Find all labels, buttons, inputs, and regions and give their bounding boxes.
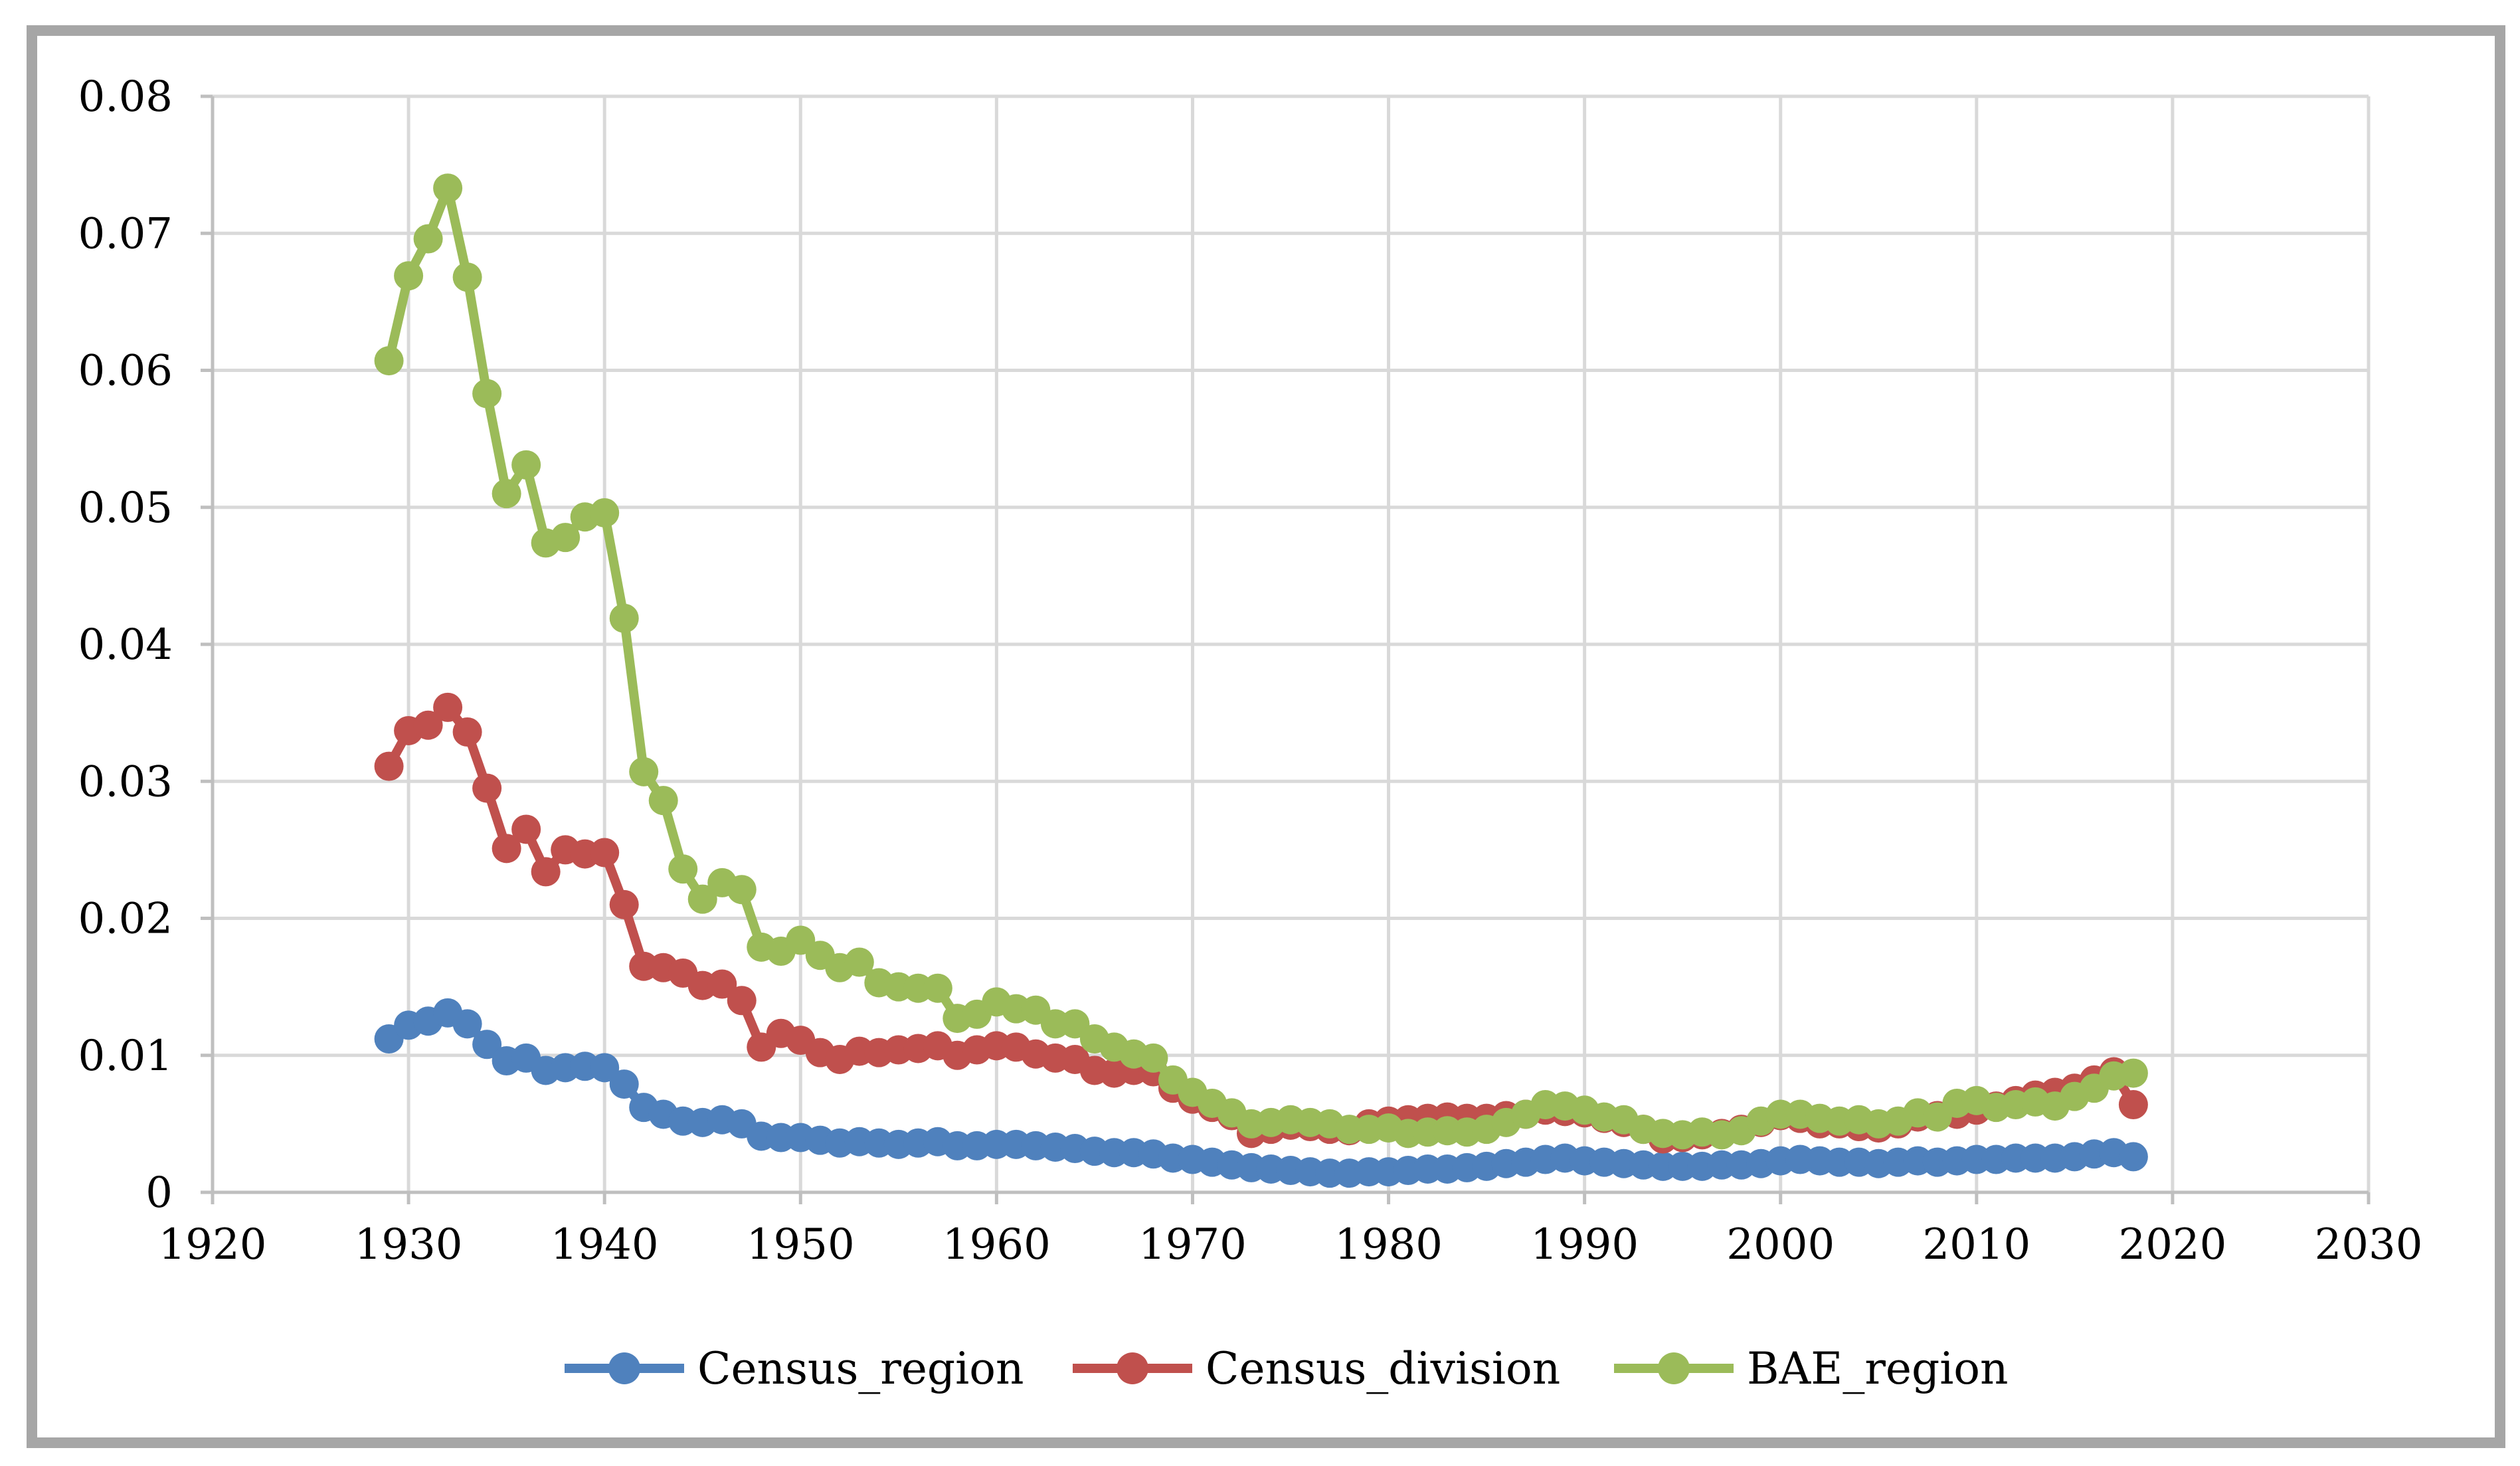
data-point [727,875,757,905]
y-tick-label: 0.02 [78,895,173,944]
legend: Census_region Census_division BAE_region [565,1343,2009,1394]
y-tick-label: 0 [145,1168,173,1218]
x-tick-label: 2010 [1922,1220,2030,1269]
data-point [492,479,521,509]
legend-swatch-marker [608,1352,640,1384]
data-point [413,710,443,740]
data-point [727,986,757,1016]
data-point [472,1030,502,1059]
data-point [433,173,463,203]
legend-label: Census_division [1206,1343,1560,1394]
legend-label: BAE_region [1747,1343,2009,1394]
data-point [374,346,404,376]
data-point [687,884,717,914]
x-tick-label: 2000 [1726,1220,1835,1269]
legend-entry: BAE_region [1614,1343,2009,1394]
y-tick-label: 0.04 [78,620,173,670]
x-tick-label: 1970 [1138,1220,1247,1269]
chart-frame [27,25,2505,1448]
x-tick-label: 1940 [551,1220,659,1269]
legend-entry: Census_division [1073,1343,1560,1394]
data-point [511,450,541,480]
data-point [472,773,502,803]
legend-entry: Census_region [565,1343,1024,1394]
x-tick-label: 1960 [943,1220,1051,1269]
legend-label: Census_region [697,1343,1024,1394]
data-point [590,1053,620,1083]
gridlines [211,94,2371,1194]
y-tick-label: 0.01 [78,1032,173,1081]
data-point [551,523,581,553]
data-point [590,838,620,868]
data-point [609,1069,639,1099]
x-tick-label: 2020 [2118,1220,2226,1269]
x-tick-label: 1930 [355,1220,463,1269]
data-point [452,262,482,292]
y-tick-label: 0.06 [78,347,173,396]
data-point [472,379,502,409]
data-point [648,786,678,816]
tick-labels: 1920 1930 1940 1950 1960 1970 1980 1990 2000 2010… [78,72,2423,1269]
data-point [2118,1058,2148,1088]
series-Census_region [374,998,2148,1188]
legend-swatch-marker [1117,1352,1148,1384]
data-point [629,757,659,786]
series-group [374,173,2148,1188]
data-point [452,1009,482,1039]
legend-swatch-marker [1658,1352,1690,1384]
y-tick-label: 0.05 [78,484,173,533]
y-tick-label: 0.08 [78,72,173,122]
data-point [923,973,952,1003]
series-BAE_region [374,173,2148,1150]
data-point [1138,1043,1168,1073]
series-line [386,1008,2135,1178]
data-point [374,751,404,781]
data-point [609,889,639,919]
data-point [2118,1142,2148,1172]
data-point [844,947,874,977]
series-line [384,183,2134,1140]
data-point [707,969,737,999]
x-tick-label: 1990 [1530,1220,1639,1269]
data-point [394,261,424,291]
y-tick-label: 0.07 [78,209,173,258]
x-tick-label: 1950 [747,1220,855,1269]
data-point [2118,1090,2148,1119]
data-point [452,717,482,747]
data-point [609,603,639,633]
data-point [590,498,620,527]
y-tick-label: 0.03 [78,757,173,806]
x-tick-label: 2030 [2315,1220,2423,1269]
data-point [511,814,541,844]
x-tick-label: 1980 [1334,1220,1443,1269]
data-point [492,834,521,864]
axes [201,94,2371,1204]
data-point [413,224,443,254]
data-point [433,692,463,722]
data-point [668,854,698,884]
x-tick-label: 1920 [159,1220,267,1269]
data-point [531,857,561,887]
